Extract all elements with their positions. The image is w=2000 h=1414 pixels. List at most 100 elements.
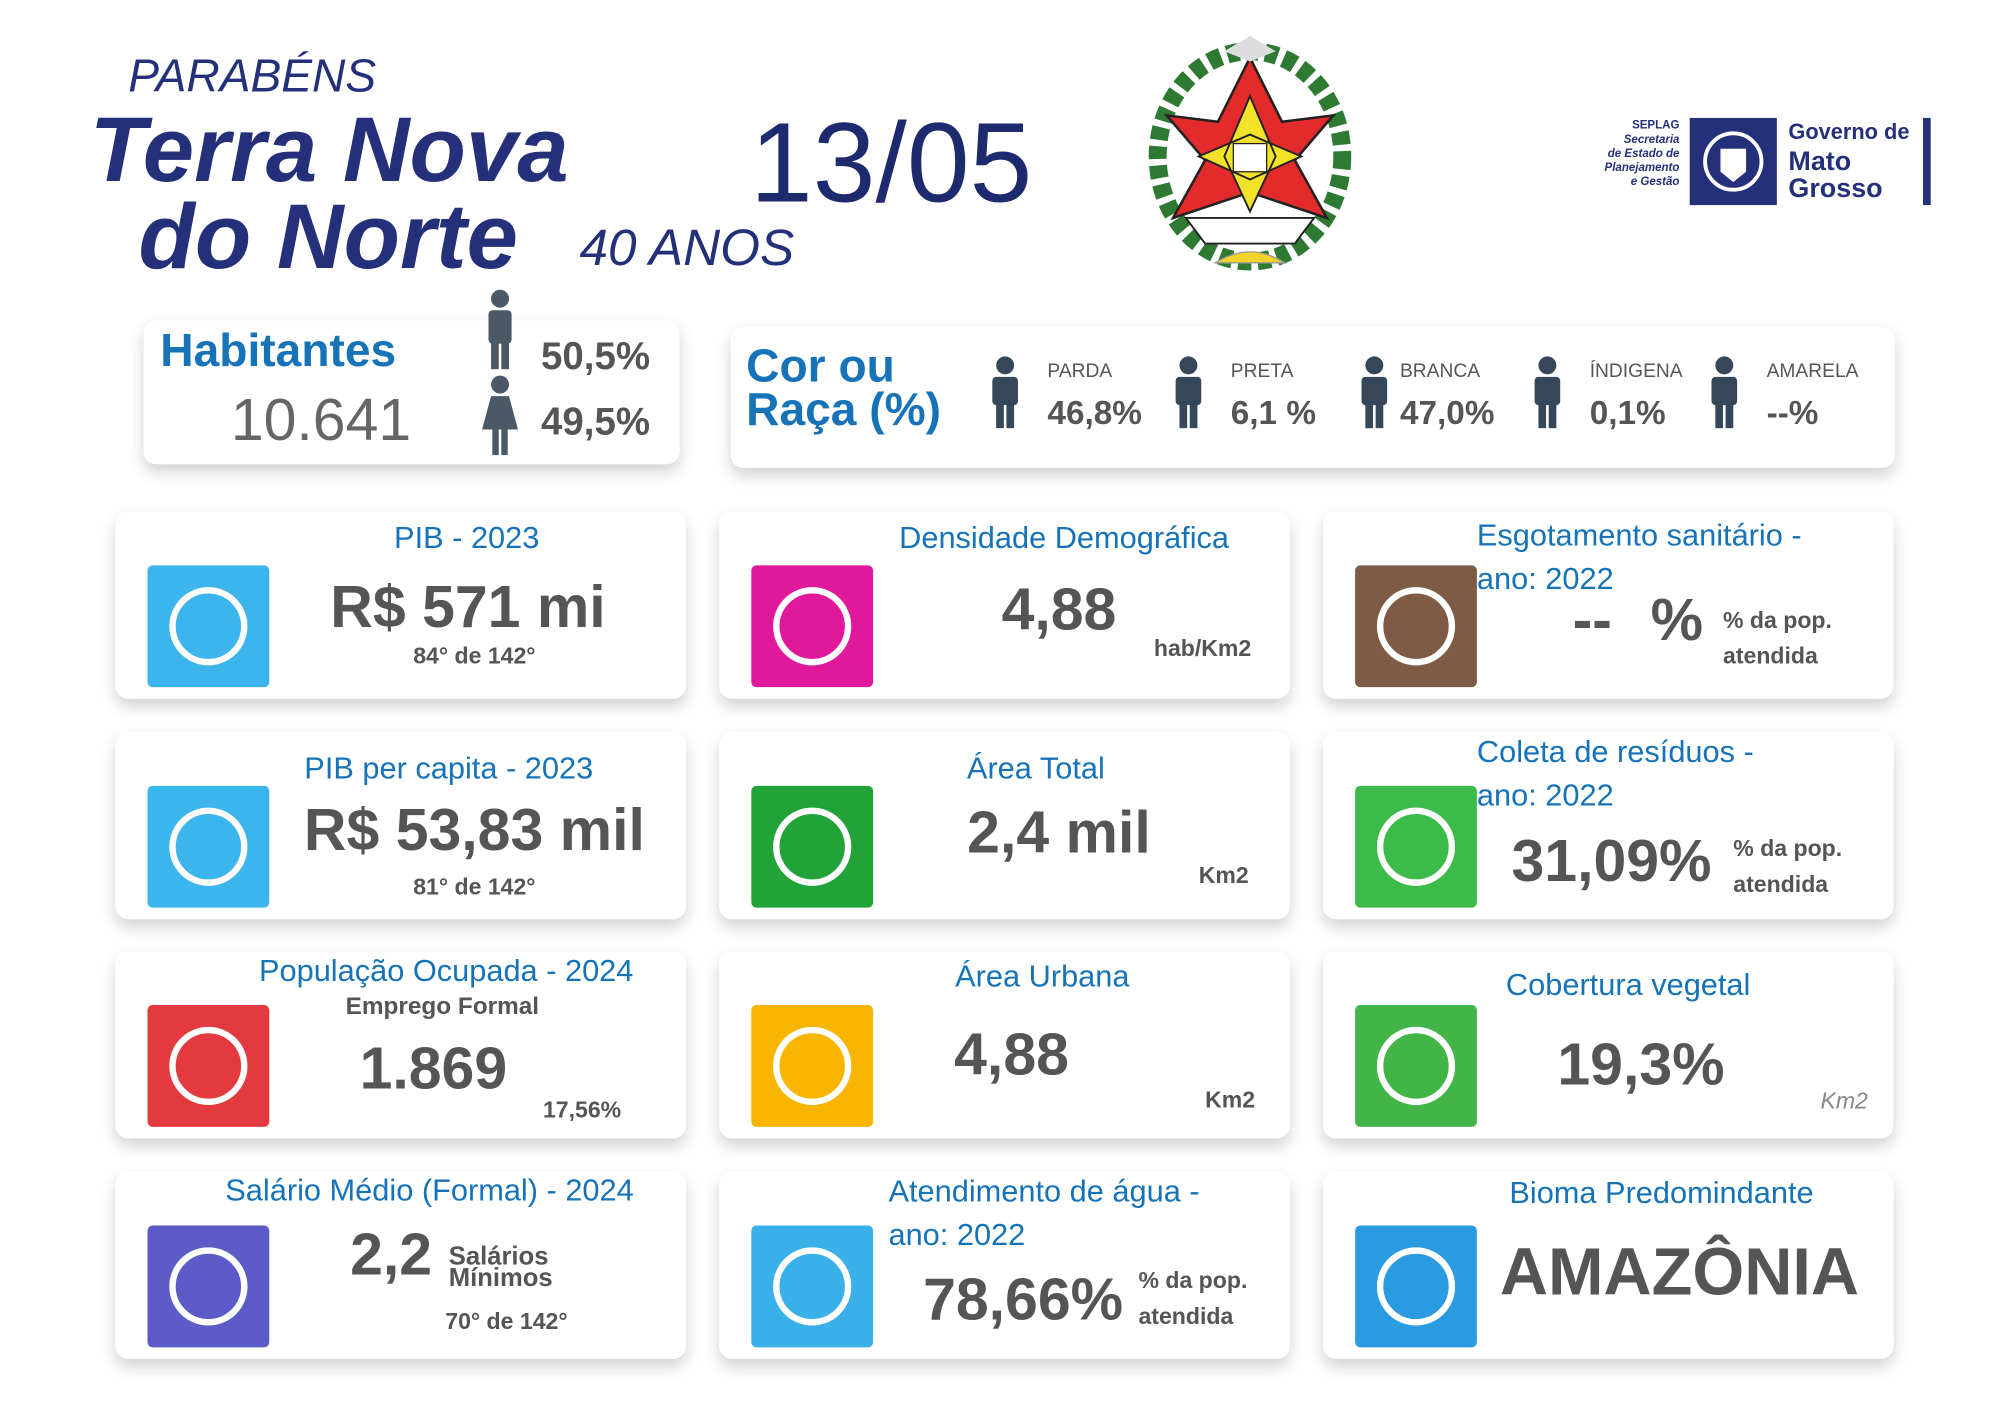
race-label: AMARELA: [1767, 361, 1859, 382]
male-share: 50,5%: [541, 335, 650, 378]
race-label: BRANCA: [1400, 361, 1480, 382]
card-value: 78,66%: [923, 1267, 1123, 1332]
card-title: Salário Médio (Formal) - 2024: [225, 1172, 633, 1207]
female-share: 49,5%: [541, 400, 650, 443]
male-icon: [488, 289, 512, 370]
card-icon: [1355, 1005, 1477, 1127]
indicator-card: Área Total 2,4 mil Km2: [719, 731, 1290, 920]
race-label: ÍNDIGENA: [1590, 361, 1683, 382]
person-icon: [1711, 356, 1738, 429]
card-title: ano: 2022: [888, 1217, 1025, 1252]
greeting: PARABÉNS: [128, 50, 376, 102]
card-note: 70° de 142°: [445, 1308, 567, 1334]
card-icon: [1355, 785, 1477, 908]
logo-text: Grosso: [1788, 173, 1882, 203]
card-unit: Mínimos: [449, 1264, 553, 1292]
card-unit: Km2: [1205, 1086, 1255, 1112]
icon-glyph: [773, 1247, 852, 1326]
card-note: 81° de 142°: [413, 873, 535, 899]
race-value: 6,1 %: [1231, 395, 1316, 432]
race-title: Cor ou: [746, 339, 895, 391]
race-value: --%: [1767, 395, 1819, 432]
icon-part: [1361, 376, 1388, 406]
icon-glyph: [1376, 807, 1456, 886]
indicator-card: População Ocupada - 2024 Emprego Formal 1.…: [115, 951, 686, 1139]
indicator-card: PIB - 2023 R$ 571 mi 84° de 142°: [115, 511, 686, 699]
person-icon: [1361, 356, 1388, 429]
icon-part: [996, 356, 1015, 375]
card-title: Área Total: [967, 751, 1105, 786]
icon-part: [1179, 356, 1198, 375]
card-value: 31,09%: [1511, 829, 1711, 894]
card-title: ano: 2022: [1477, 778, 1614, 813]
logo-text: de Estado de: [1608, 148, 1680, 160]
card-unit: atendida: [1723, 643, 1818, 669]
icon-part: [1548, 402, 1557, 429]
icon-glyph: [773, 587, 852, 666]
card-icon: [1355, 565, 1477, 688]
card-unit: hab/Km2: [1154, 635, 1251, 661]
logo-text: Secretaria: [1624, 134, 1680, 146]
logo-text: Governo de: [1788, 119, 1909, 144]
race-value: 0,1%: [1590, 395, 1666, 432]
logo-text: Planejamento: [1605, 162, 1680, 174]
icon-glyph: [1376, 587, 1456, 666]
icon-part: [1715, 356, 1734, 375]
card-icon: [147, 785, 270, 908]
race-label: PARDA: [1047, 361, 1112, 382]
icon-glyph: [169, 1247, 248, 1326]
indicator-card: PIB per capita - 2023 R$ 53,83 mil 81° de …: [115, 731, 686, 920]
icon-glyph: [773, 1026, 852, 1106]
person-icon: [992, 356, 1018, 429]
icon-part: [1538, 402, 1547, 429]
race-value: 46,8%: [1047, 395, 1142, 432]
card-value: 1.869: [360, 1037, 508, 1102]
icon-part: [1715, 402, 1724, 429]
race-title: Raça (%): [746, 383, 941, 435]
card-unit: Km2: [1820, 1088, 1868, 1114]
population-box: [143, 320, 680, 465]
card-unit: atendida: [1733, 871, 1828, 897]
card-value-suffix: %: [1651, 588, 1703, 653]
card-title: População Ocupada - 2024: [259, 953, 633, 988]
icon-part: [1365, 356, 1384, 375]
card-icon: [147, 1005, 270, 1127]
card-value: --: [1573, 588, 1612, 653]
icon-part: [1725, 402, 1734, 429]
race-groups: PARDA 46,8% PRETA 6,1 % BRANCA 47,0% ÍNDIGENA 0…: [992, 356, 1859, 432]
indicator-card: Cobertura vegetal 19,3% Km2: [1323, 951, 1894, 1139]
card-title: PIB per capita - 2023: [304, 751, 593, 786]
card-note: 17,56%: [543, 1097, 621, 1123]
card-title: ano: 2022: [1477, 561, 1614, 596]
logo-text: Mato: [1788, 146, 1851, 176]
indicator-card: Salário Médio (Formal) - 2024 2,2 Salários…: [115, 1171, 686, 1359]
race-value: 47,0%: [1400, 395, 1495, 432]
card-icon: [147, 565, 270, 688]
card-value: 19,3%: [1557, 1033, 1724, 1098]
indicator-card: Coleta de resíduos - ano: 2022 31,09% % da …: [1323, 731, 1894, 920]
icon-glyph: [1376, 1026, 1456, 1106]
person-icon: [1534, 356, 1561, 429]
card-title: PIB - 2023: [394, 520, 539, 555]
card-title: Bioma Predomindante: [1509, 1175, 1813, 1210]
date: 13/05: [750, 100, 1032, 226]
icon-part: [1175, 376, 1202, 406]
card-icon: [751, 1005, 874, 1127]
icon-part: [996, 402, 1004, 429]
card-unit: Salários: [449, 1242, 549, 1270]
card-subtitle: Emprego Formal: [346, 993, 539, 1020]
card-icon: [751, 1225, 874, 1348]
population-total: 10.641: [231, 388, 411, 453]
icon-part: [992, 376, 1018, 406]
city-line: do Norte: [139, 184, 518, 288]
icon-part: [1189, 402, 1198, 429]
logo-text: SEPLAG: [1632, 120, 1679, 132]
government-logo: SEPLAG Secretaria de Estado de Planejame…: [1605, 117, 1931, 206]
card-note: 84° de 142°: [413, 643, 535, 669]
card-icon: [751, 785, 874, 908]
icon-part: [1179, 402, 1188, 429]
icon-part: [1711, 376, 1738, 406]
card-title: Cobertura vegetal: [1506, 967, 1750, 1002]
card-unit: Km2: [1199, 862, 1249, 888]
anniversary: 40 ANOS: [580, 219, 795, 276]
